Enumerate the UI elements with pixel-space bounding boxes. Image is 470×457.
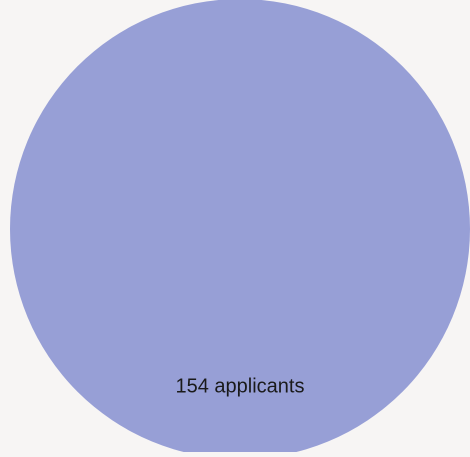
slice-label: 154 applicants bbox=[176, 375, 305, 397]
pie-slice bbox=[10, 0, 470, 457]
